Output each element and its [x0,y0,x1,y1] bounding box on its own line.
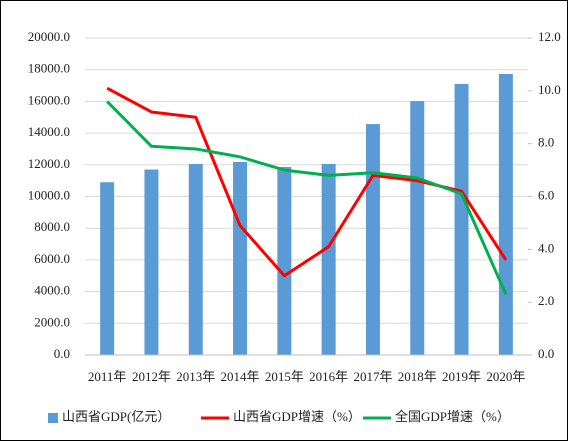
y-tick-label: 2000.0 [34,314,70,329]
y2-tick-label: 0.0 [538,346,554,361]
y2-tick-label: 6.0 [538,187,554,202]
bar [321,164,336,355]
y-tick-label: 4000.0 [34,283,70,298]
legend-label: 全国GDP增速（%） [395,409,510,424]
legend-label: 山西省GDP(亿元） [62,409,170,424]
bar [233,161,248,355]
x-tick-label: 2017年 [353,369,392,384]
y2-tick-label: 8.0 [538,135,554,150]
y-tick-label: 18000.0 [28,61,70,76]
bar [144,169,159,355]
y-tick-label: 6000.0 [34,251,70,266]
y2-tick-label: 12.0 [538,29,561,44]
bar [365,124,380,356]
line-series [106,100,508,295]
y2-tick-label: 4.0 [538,240,554,255]
bar [454,83,469,355]
y-tick-label: 10000.0 [28,187,70,202]
x-tick-label: 2016年 [309,369,348,384]
y-tick-label: 8000.0 [34,219,70,234]
x-tick-label: 2020年 [486,369,525,384]
y-tick-label: 20000.0 [28,29,70,44]
y2-tick-label: 10.0 [538,82,561,97]
x-tick-label: 2011年 [88,369,127,384]
x-tick-label: 2012年 [132,369,171,384]
y-tick-label: 16000.0 [28,92,70,107]
bar [188,164,203,355]
bar [277,167,292,355]
y2-tick-label: 2.0 [538,293,554,308]
x-tick-label: 2014年 [221,369,260,384]
legend-label: 山西省GDP增速（%） [233,409,361,424]
x-tick-label: 2015年 [265,369,304,384]
legend-swatch [48,413,58,423]
y-tick-label: 0.0 [54,346,70,361]
bar [100,182,115,355]
x-tick-label: 2013年 [176,369,215,384]
y-tick-label: 12000.0 [28,156,70,171]
x-tick-label: 2019年 [442,369,481,384]
x-tick-label: 2018年 [398,369,437,384]
bar [410,101,425,355]
bar [498,73,513,356]
y-tick-label: 14000.0 [28,124,70,139]
